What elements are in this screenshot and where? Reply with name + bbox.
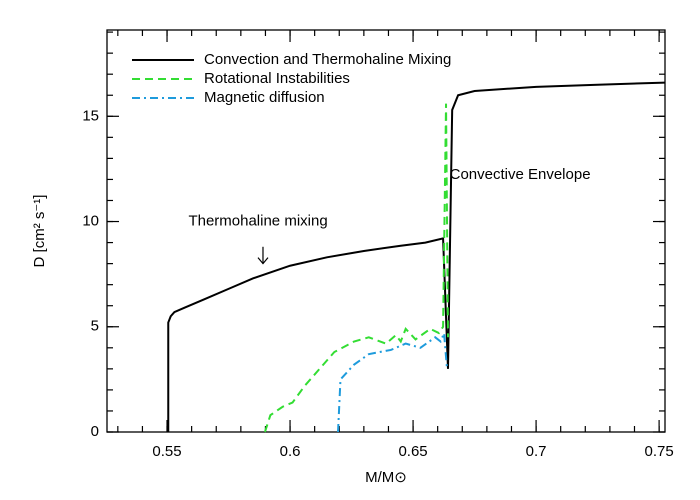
data-line — [167, 81, 666, 432]
legend-label: Convection and Thermohaline Mixing — [204, 51, 451, 68]
x-tick-label: 0.6 — [280, 443, 301, 460]
arrow-head — [257, 257, 269, 265]
legend-label: Magnetic diffusion — [204, 89, 325, 106]
annotation: Thermohaline mixing — [188, 212, 327, 229]
x-tick-label: 0.7 — [526, 443, 547, 460]
legend-label: Rotational Instabilities — [204, 70, 350, 87]
data-line — [337, 332, 449, 433]
data-line — [263, 103, 449, 433]
x-tick-label: 0.55 — [152, 443, 181, 460]
x-tick-label: 0.75 — [644, 443, 673, 460]
x-tick-label: 0.65 — [398, 443, 427, 460]
y-tick-label: 0 — [91, 423, 99, 440]
x-axis-label: M/M⊙ — [365, 469, 407, 486]
plot-frame — [106, 29, 666, 433]
y-tick-label: 10 — [82, 212, 99, 229]
annotation: Convective Envelope — [450, 166, 591, 183]
y-axis-label: D [cm² s⁻¹] — [31, 195, 48, 268]
y-tick-label: 5 — [91, 318, 99, 335]
y-tick-label: 15 — [82, 107, 99, 124]
